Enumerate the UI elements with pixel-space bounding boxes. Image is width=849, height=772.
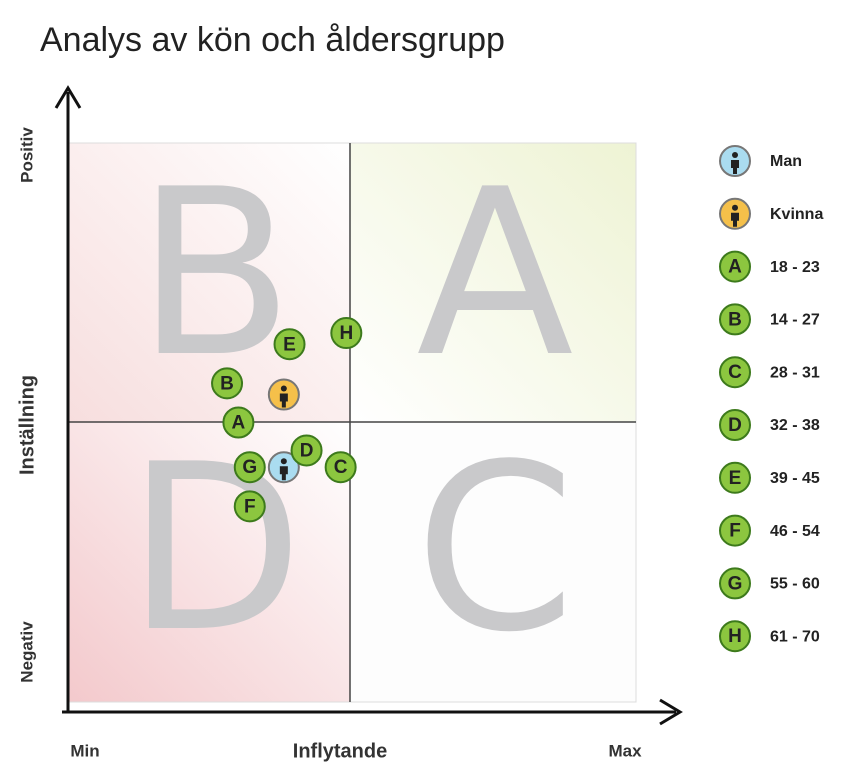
point [267, 451, 300, 484]
marker-letter: G [728, 573, 743, 594]
legend-label: 61 - 70 [770, 628, 820, 645]
point: D [290, 434, 323, 467]
person-head [280, 458, 287, 465]
quadrant [350, 143, 636, 422]
marker-letter: F [729, 521, 741, 542]
legend-label: Man [770, 153, 802, 170]
point: C [324, 451, 357, 484]
legend-marker [719, 145, 751, 177]
marker-circle [719, 620, 751, 653]
marker-letter: H [339, 323, 353, 344]
marker-circle [273, 328, 306, 361]
legend-label: 28 - 31 [770, 364, 820, 381]
point: E [273, 328, 306, 361]
point [267, 378, 300, 411]
quadrant-label: B [136, 141, 294, 408]
x-arrow [659, 698, 683, 726]
marker-circle [719, 461, 751, 494]
legend-marker: G [719, 567, 751, 600]
marker-letter: C [728, 362, 742, 383]
person-head [732, 204, 738, 211]
marker-circle [222, 406, 255, 439]
chart-title: Analys av kön och åldersgrupp [40, 21, 505, 59]
legend-label: 14 - 27 [770, 312, 820, 329]
marker-circle [719, 250, 751, 283]
person-body [279, 393, 288, 408]
marker-circle [233, 490, 266, 523]
marker-letter: E [283, 334, 296, 355]
legend-label: 18 - 23 [770, 259, 820, 276]
legend-marker: C [719, 356, 751, 389]
marker-letter: B [220, 373, 234, 394]
marker-circle [719, 409, 751, 441]
legend-label: 55 - 60 [770, 576, 820, 593]
legend-marker: E [719, 461, 751, 494]
person-body [731, 160, 739, 174]
marker-circle [719, 356, 751, 389]
person-head [732, 152, 738, 158]
x-max-label: Max [608, 741, 642, 760]
y-min-label: Negativ [17, 621, 36, 683]
x-min-label: Min [70, 741, 99, 760]
y-max-label: Positiv [17, 127, 36, 183]
legend-marker: A [719, 250, 751, 283]
marker-letter: A [232, 413, 246, 434]
x-axis-label: Inflytande [293, 740, 387, 762]
marker-letter: C [334, 457, 348, 478]
marker-circle [211, 367, 244, 400]
legend-label: 39 - 45 [770, 470, 820, 487]
marker-letter: D [300, 440, 314, 461]
marker-letter: H [728, 626, 742, 647]
quadrant [68, 422, 350, 702]
marker-letter: A [728, 257, 742, 278]
person-body [731, 212, 739, 227]
legend-label: 46 - 54 [770, 523, 820, 540]
y-arrow [54, 85, 82, 109]
legend-marker: B [719, 303, 751, 336]
legend-marker: H [719, 620, 751, 653]
marker-circle [719, 303, 751, 336]
marker-letter: D [728, 415, 742, 436]
legend-label: Kvinna [770, 206, 823, 223]
legend-marker: F [719, 514, 751, 547]
legend-marker [719, 197, 751, 230]
marker-circle [233, 451, 266, 484]
point: B [211, 367, 244, 400]
point: F [233, 490, 266, 523]
marker-circle [324, 451, 357, 484]
marker-letter: E [729, 468, 742, 489]
marker-letter: B [728, 309, 742, 330]
person-head [280, 385, 287, 392]
y-axis-label: Inställning [16, 375, 38, 475]
legend-marker: D [719, 409, 751, 441]
point: G [233, 451, 266, 484]
marker-circle [330, 317, 363, 350]
point: A [222, 406, 255, 439]
quadrant [68, 143, 350, 422]
marker-circle [719, 567, 751, 600]
marker-letter: F [244, 496, 256, 517]
person-body [279, 466, 288, 481]
quadrant [350, 422, 636, 702]
point: H [330, 317, 363, 350]
quadrant-label: A [416, 141, 573, 408]
quadrant-label: C [415, 416, 576, 683]
marker-letter: G [242, 457, 257, 478]
marker-circle [290, 434, 323, 467]
legend-label: 32 - 38 [770, 417, 820, 434]
marker-circle [719, 514, 751, 547]
